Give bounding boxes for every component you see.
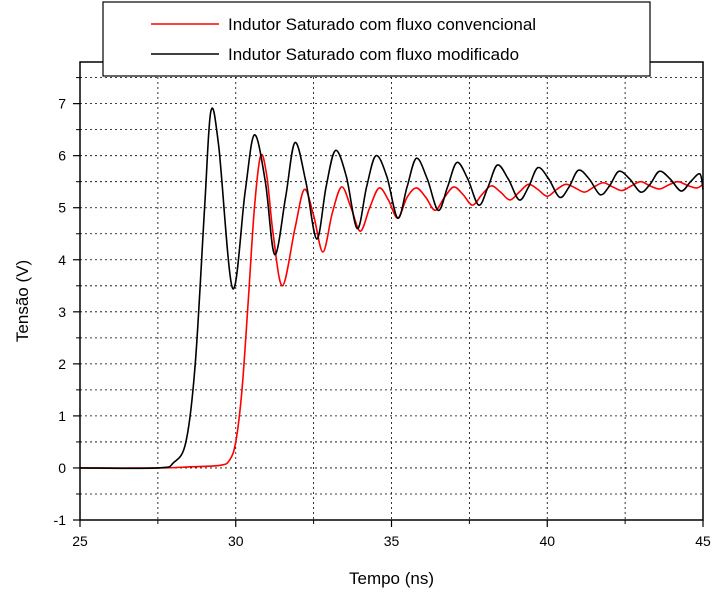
x-tick-label: 30	[228, 533, 244, 549]
y-tick-label: 3	[58, 304, 66, 320]
y-tick-label: 5	[58, 200, 66, 216]
legend: Indutor Saturado com fluxo convencional I…	[102, 1, 651, 77]
grid-lines	[80, 62, 703, 520]
y-tick-label: 7	[58, 96, 66, 112]
plot-frame	[79, 61, 704, 521]
series-layer	[79, 107, 704, 470]
series-line-modificado	[79, 107, 704, 470]
x-tick-label: 45	[695, 533, 711, 549]
y-axis-title: Tensão (V)	[13, 260, 32, 342]
series-line-convencional	[79, 153, 704, 469]
y-tick-label: 6	[58, 148, 66, 164]
tick-marks	[73, 77, 704, 527]
y-tick-label: 1	[58, 408, 66, 424]
x-tick-label: 40	[539, 533, 555, 549]
legend-label: Indutor Saturado com fluxo modificado	[228, 45, 519, 64]
x-tick-label: 35	[384, 533, 400, 549]
y-tick-label: 4	[58, 252, 66, 268]
x-tick-label: 25	[72, 533, 88, 549]
y-tick-label: 0	[58, 460, 66, 476]
y-tick-label: -1	[54, 512, 67, 528]
x-axis-title: Tempo (ns)	[349, 569, 434, 588]
legend-label: Indutor Saturado com fluxo convencional	[228, 15, 536, 34]
legend-box	[102, 1, 651, 77]
y-tick-label: 2	[58, 356, 66, 372]
